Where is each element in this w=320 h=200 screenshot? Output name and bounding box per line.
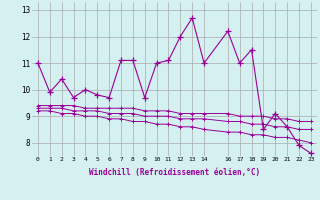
X-axis label: Windchill (Refroidissement éolien,°C): Windchill (Refroidissement éolien,°C) [89,168,260,177]
